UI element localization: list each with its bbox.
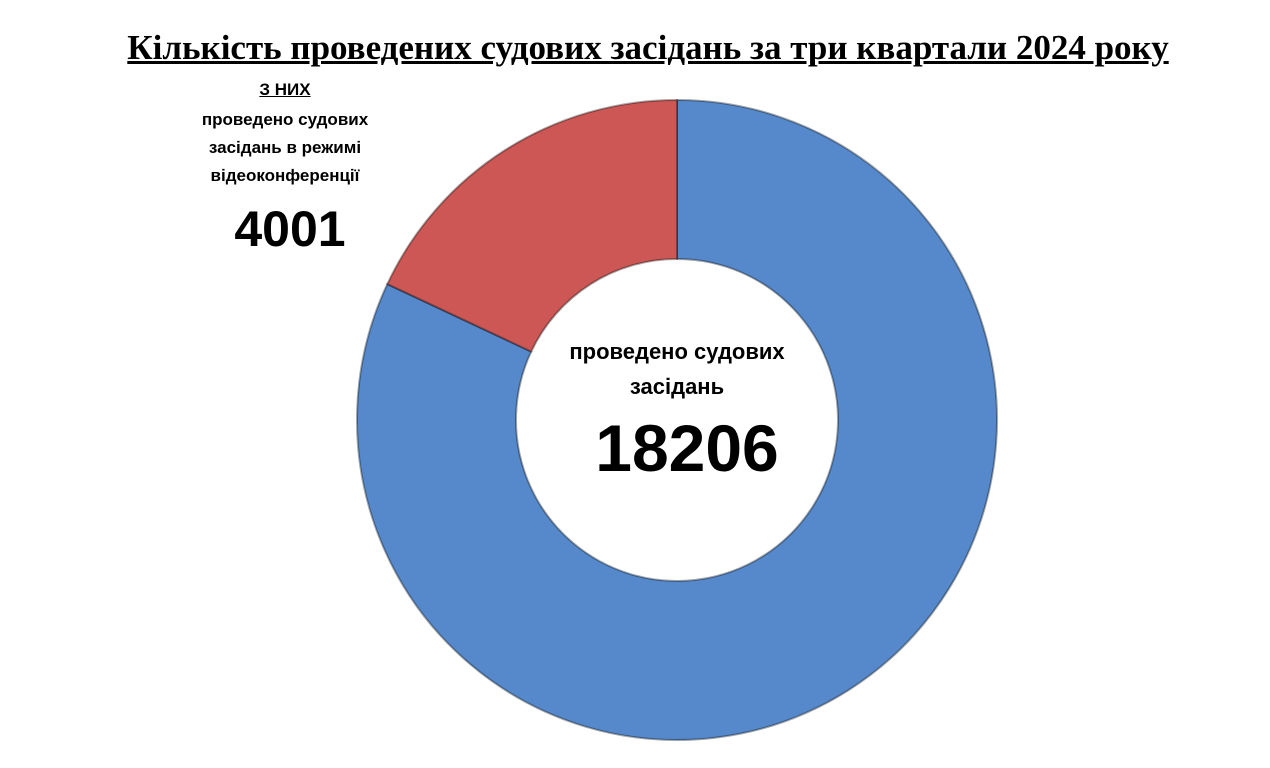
annotation: з них: [259, 80, 311, 99]
donut-slice: [356, 98, 998, 741]
value-label: 4001: [234, 201, 346, 257]
chart-title: Кількість проведених судових засідань за…: [127, 28, 1169, 67]
value-label: 18206: [595, 411, 779, 485]
category-label: проведено судових засідань в режимі віде…: [201, 110, 369, 185]
donut-slice: [385, 98, 678, 353]
category-label: проведено судових засідань: [569, 339, 785, 399]
